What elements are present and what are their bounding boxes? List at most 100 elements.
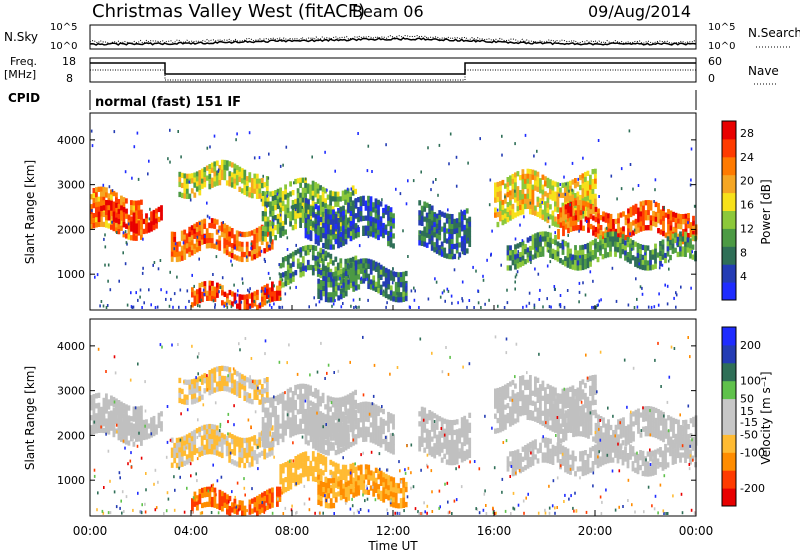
echo-cell — [248, 172, 251, 177]
echo-cell — [367, 407, 370, 412]
echo-cell — [113, 408, 116, 413]
echo-cell — [145, 419, 148, 424]
echo-cell — [423, 237, 426, 242]
echo-cell — [307, 440, 310, 445]
echo-cell — [372, 428, 375, 433]
noise-speckle — [514, 142, 516, 145]
echo-cell — [233, 380, 236, 385]
echo-cell — [342, 432, 345, 437]
echo-cell — [461, 236, 464, 241]
echo-cell — [254, 502, 257, 507]
echo-cell — [524, 380, 527, 385]
echo-cell — [305, 424, 308, 429]
echo-cell — [547, 384, 550, 389]
echo-cell — [110, 412, 113, 417]
echo-cell — [385, 293, 388, 298]
echo-cell — [375, 213, 378, 218]
echo-cell — [362, 427, 365, 432]
echo-cell — [140, 441, 143, 446]
echo-cell — [118, 435, 121, 440]
echo-cell — [589, 391, 592, 396]
echo-cell — [567, 424, 570, 429]
echo-cell — [554, 423, 557, 428]
echo-cell — [95, 217, 98, 222]
echo-cell — [253, 189, 256, 194]
noise-speckle — [97, 273, 99, 276]
echo-cell — [375, 424, 378, 429]
echo-cell — [572, 265, 575, 270]
noise-speckle — [582, 157, 584, 160]
echo-cell — [629, 254, 632, 259]
echo-cell — [652, 216, 655, 221]
echo-cell — [208, 238, 211, 243]
echo-cell — [284, 189, 287, 194]
echo-cell — [542, 185, 545, 190]
echo-cell — [575, 406, 578, 411]
echo-cell — [191, 503, 194, 508]
echo-cell — [340, 490, 343, 495]
echo-cell — [458, 242, 461, 247]
colorbar-tick-label: 4 — [740, 270, 747, 283]
echo-cell — [344, 396, 347, 401]
echo-cell — [365, 469, 368, 474]
echo-cell — [567, 263, 570, 268]
echo-cell — [574, 250, 577, 255]
echo-cell — [592, 255, 595, 260]
noise-speckle — [358, 225, 360, 228]
echo-cell — [451, 214, 454, 219]
noise-speckle — [407, 255, 409, 258]
noise-speckle — [516, 273, 518, 276]
echo-cell — [203, 425, 206, 430]
echo-cell — [110, 211, 113, 216]
echo-cell — [305, 223, 308, 228]
echo-cell — [524, 405, 527, 410]
echo-cell — [264, 506, 267, 511]
echo-cell — [552, 191, 555, 196]
echo-cell — [544, 201, 547, 206]
echo-cell — [602, 244, 605, 249]
echo-cell — [186, 194, 189, 199]
echo-cell — [95, 428, 98, 433]
echo-cell — [587, 213, 590, 218]
echo-cell — [660, 229, 663, 234]
echo-cell — [228, 242, 231, 247]
echo-cell — [451, 445, 454, 450]
echo-cell — [243, 180, 246, 185]
echo-cell — [592, 400, 595, 405]
echo-cell — [304, 451, 307, 456]
echo-cell — [309, 265, 312, 270]
echo-cell — [223, 248, 226, 253]
echo-cell — [340, 423, 343, 428]
echo-cell — [344, 190, 347, 195]
echo-cell — [238, 167, 241, 172]
echo-cell — [504, 405, 507, 410]
echo-cell — [499, 196, 502, 201]
echo-cell — [502, 205, 505, 210]
echo-cell — [258, 184, 261, 189]
echo-cell — [324, 203, 327, 208]
echo-cell — [539, 247, 542, 252]
noise-speckle — [405, 290, 407, 293]
echo-cell — [529, 184, 532, 189]
echo-cell — [652, 265, 655, 270]
echo-cell — [110, 422, 113, 427]
echo-cell — [153, 225, 156, 230]
echo-cell — [675, 228, 678, 233]
echo-cell — [123, 217, 126, 222]
echo-cell — [118, 420, 121, 425]
echo-cell — [612, 224, 615, 229]
echo-cell — [385, 278, 388, 283]
noise-speckle — [549, 305, 551, 308]
echo-cell — [287, 389, 290, 394]
echo-cell — [284, 462, 287, 467]
echo-cell — [135, 424, 138, 429]
noise-speckle — [330, 277, 332, 280]
echo-cell — [649, 260, 652, 265]
echo-cell — [279, 228, 282, 233]
echo-cell — [120, 226, 123, 231]
echo-cell — [307, 245, 310, 250]
echo-cell — [466, 218, 469, 223]
noise-speckle — [187, 289, 189, 292]
echo-cell — [236, 240, 239, 245]
echo-cell — [312, 392, 315, 397]
